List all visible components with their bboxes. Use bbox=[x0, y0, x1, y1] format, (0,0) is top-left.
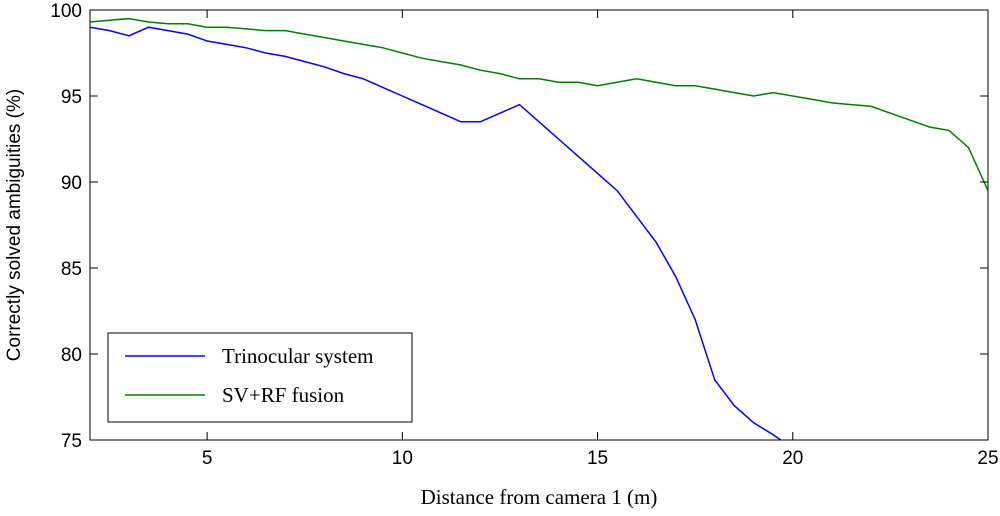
x-tick-label: 20 bbox=[782, 448, 803, 469]
legend-box bbox=[107, 332, 413, 423]
y-axis-label: Correctly solved ambiguities (%) bbox=[4, 89, 25, 361]
legend-label-trinocular: Trinocular system bbox=[222, 344, 373, 368]
y-tick-label: 85 bbox=[61, 259, 82, 280]
x-tick-label: 10 bbox=[392, 448, 413, 469]
y-tick-label: 90 bbox=[61, 173, 82, 194]
y-tick-label: 80 bbox=[61, 345, 82, 366]
x-tick-label: 15 bbox=[587, 448, 608, 469]
y-tick-label: 95 bbox=[61, 87, 82, 108]
x-axis-label: Distance from camera 1 (m) bbox=[421, 485, 658, 509]
y-tick-label: 75 bbox=[61, 431, 82, 452]
plot-frame bbox=[89, 9, 989, 441]
series-layer bbox=[90, 17, 988, 440]
x-tick-label: 5 bbox=[202, 448, 213, 469]
x-tick-label: 25 bbox=[977, 448, 998, 469]
ticks-layer: 5 10 15 20 25 75 80 85 90 95 100 bbox=[50, 1, 998, 469]
y-tick-label: 100 bbox=[50, 1, 82, 22]
legend-label-sv-rf: SV+RF fusion bbox=[222, 383, 345, 407]
legend: Trinocular system SV+RF fusion bbox=[107, 332, 413, 423]
series-line-trinocular-system bbox=[90, 26, 782, 440]
series-line-sv-rf-fusion bbox=[90, 17, 988, 191]
